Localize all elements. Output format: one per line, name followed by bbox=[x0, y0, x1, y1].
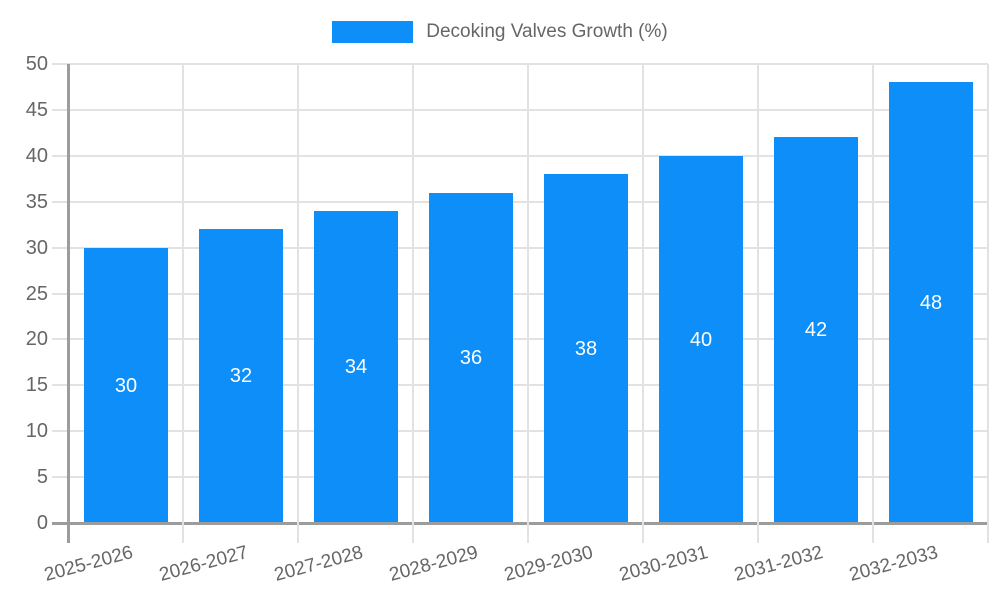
h-gridline bbox=[52, 155, 988, 157]
y-axis-label: 30 bbox=[25, 237, 48, 259]
y-axis-label: 15 bbox=[25, 374, 48, 396]
x-axis-line bbox=[52, 522, 988, 525]
bar-value-label: 30 bbox=[114, 374, 138, 397]
bar-value-label: 48 bbox=[919, 291, 943, 314]
x-axis-label: 2027-2028 bbox=[271, 542, 365, 586]
bar-value-label: 32 bbox=[229, 365, 253, 387]
x-axis-label: 2025-2026 bbox=[41, 542, 135, 586]
y-axis-label: 5 bbox=[36, 466, 48, 488]
v-gridline bbox=[412, 64, 414, 543]
bar-value-label: 40 bbox=[689, 328, 713, 351]
legend-label: Decoking Valves Growth (%) bbox=[426, 21, 668, 42]
v-gridline bbox=[527, 64, 529, 543]
v-gridline bbox=[757, 64, 759, 543]
h-gridline bbox=[52, 109, 988, 111]
v-gridline bbox=[297, 64, 299, 543]
y-axis-label: 20 bbox=[25, 328, 48, 350]
x-axis-label: 2028-2029 bbox=[386, 542, 480, 586]
bar bbox=[774, 137, 858, 522]
bar-value-label: 34 bbox=[344, 356, 368, 378]
y-axis-label: 25 bbox=[25, 283, 48, 305]
y-axis-label: 45 bbox=[25, 99, 48, 121]
x-axis-label: 2030-2031 bbox=[616, 542, 710, 586]
x-axis-label: 2031-2032 bbox=[731, 542, 825, 586]
y-axis-label: 40 bbox=[25, 145, 48, 167]
bar bbox=[544, 174, 628, 522]
bar-value-label: 42 bbox=[804, 319, 828, 341]
y-axis-label: 50 bbox=[25, 53, 48, 75]
h-gridline bbox=[52, 476, 988, 478]
h-gridline bbox=[52, 384, 988, 386]
x-axis-label: 2032-2033 bbox=[846, 542, 940, 586]
legend-swatch bbox=[332, 20, 414, 43]
bar bbox=[314, 211, 398, 522]
h-gridline bbox=[52, 201, 988, 203]
bar bbox=[429, 193, 513, 522]
legend-item[interactable]: Decoking Valves Growth (%) bbox=[332, 20, 668, 43]
y-axis-label: 0 bbox=[36, 512, 48, 534]
y-axis-line bbox=[67, 64, 70, 543]
h-gridline bbox=[52, 430, 988, 432]
h-gridline bbox=[52, 63, 988, 65]
x-axis-label: 2029-2030 bbox=[501, 542, 595, 586]
bar bbox=[889, 82, 973, 522]
bar bbox=[659, 156, 743, 522]
bar bbox=[84, 248, 168, 522]
bar-value-label: 38 bbox=[574, 337, 598, 360]
y-axis-label: 35 bbox=[25, 191, 48, 213]
legend: Decoking Valves Growth (%) bbox=[0, 20, 1000, 43]
v-gridline bbox=[987, 64, 989, 543]
v-gridline bbox=[182, 64, 184, 543]
y-axis-label: 10 bbox=[25, 420, 48, 442]
h-gridline bbox=[52, 338, 988, 340]
h-gridline bbox=[52, 293, 988, 295]
h-gridline bbox=[52, 247, 988, 249]
v-gridline bbox=[872, 64, 874, 543]
x-axis-label: 2026-2027 bbox=[156, 542, 250, 586]
bar-value-label: 36 bbox=[459, 347, 483, 369]
bar bbox=[199, 229, 283, 522]
v-gridline bbox=[642, 64, 644, 543]
